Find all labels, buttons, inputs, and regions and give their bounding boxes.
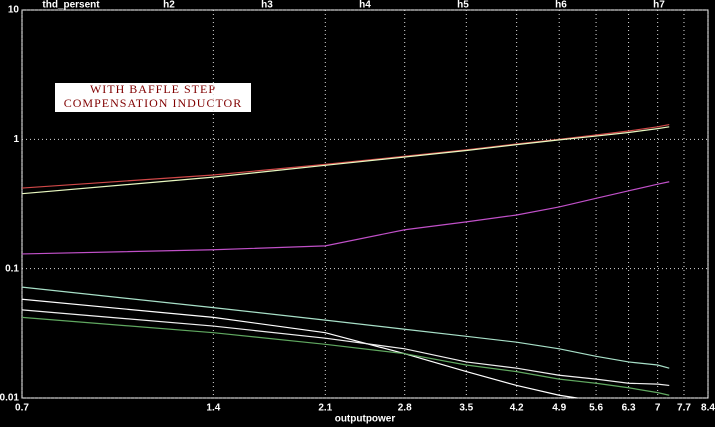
legend-entry: h2: [163, 0, 175, 11]
y-tick-label: 1: [13, 134, 19, 145]
x-tick-label: 2.1: [318, 403, 332, 414]
series-line: [22, 298, 582, 398]
series-line: [22, 309, 670, 387]
plot-frame: [21, 9, 709, 399]
series-line: [22, 124, 670, 189]
x-tick-label: 1.4: [206, 403, 220, 414]
legend-entry: h7: [653, 0, 665, 11]
x-tick-label: 4.2: [510, 403, 524, 414]
x-tick-label: 7: [655, 403, 661, 414]
series-line: [22, 286, 670, 369]
annotation: COMPENSATION INDUCTOR: [64, 96, 242, 110]
x-tick-label: 7.7: [677, 403, 691, 414]
legend-entry: h3: [261, 0, 273, 11]
x-tick-label: 8.4: [701, 403, 715, 414]
x-tick-label: 6.3: [622, 403, 636, 414]
x-tick-label: 0.7: [15, 403, 29, 414]
y-tick-label: 0.1: [5, 263, 19, 274]
x-axis-label: outputpower: [335, 414, 396, 425]
x-tick-label: 3.5: [459, 403, 473, 414]
annotation-box: [55, 83, 251, 112]
legend-entry: h6: [555, 0, 567, 11]
y-tick-label: 10: [8, 5, 20, 16]
x-tick-label: 4.9: [552, 403, 566, 414]
series-line: [22, 181, 670, 255]
series-line: [22, 316, 670, 396]
legend-entry: thd_persent: [42, 0, 100, 11]
annotation: WITH BAFFLE STEP: [90, 82, 216, 96]
y-tick-label: 0.01: [0, 393, 19, 404]
legend-entry: h4: [359, 0, 371, 11]
legend-entry: h5: [457, 0, 469, 11]
x-tick-label: 5.6: [589, 403, 603, 414]
series-line: [22, 126, 670, 195]
x-tick-label: 2.8: [398, 403, 412, 414]
